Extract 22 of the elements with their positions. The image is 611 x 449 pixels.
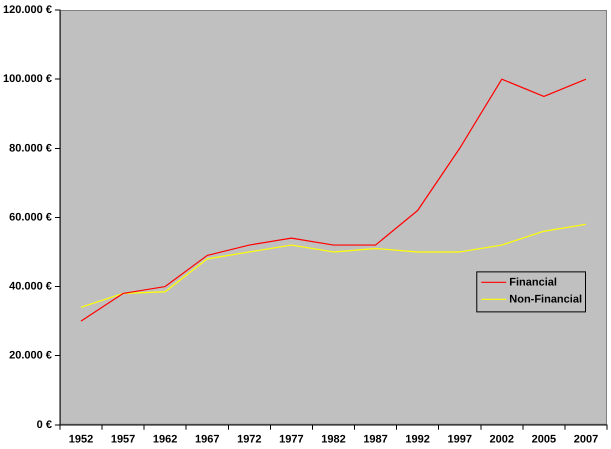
y-tick-label: 60.000 € bbox=[9, 211, 52, 224]
x-tick-label: 2007 bbox=[574, 433, 598, 446]
x-tick-label: 1972 bbox=[237, 433, 262, 446]
y-tick-label: 120.000 € bbox=[3, 4, 52, 16]
x-tick-label: 1992 bbox=[405, 433, 430, 446]
x-tick-label: 1987 bbox=[363, 433, 388, 446]
y-tick-label: 0 € bbox=[36, 418, 52, 431]
legend-label: Non-Financial bbox=[509, 293, 582, 306]
x-tick-label: 1982 bbox=[321, 433, 346, 446]
y-tick-label: 100.000 € bbox=[3, 73, 52, 86]
y-tick-label: 20.000 € bbox=[9, 350, 52, 362]
x-tick-label: 1957 bbox=[110, 433, 136, 446]
x-tick-label: 1952 bbox=[68, 433, 94, 446]
x-tick-label: 2002 bbox=[490, 433, 514, 446]
x-tick-label: 1977 bbox=[279, 433, 304, 446]
x-tick-label: 1967 bbox=[194, 433, 220, 446]
x-tick-label: 2005 bbox=[532, 433, 556, 446]
y-tick-label: 40.000 € bbox=[9, 280, 52, 293]
legend-label: Financial bbox=[509, 276, 557, 288]
y-tick-label: 80.000 € bbox=[9, 142, 52, 154]
x-tick-label: 1962 bbox=[152, 433, 178, 446]
x-tick-label: 1997 bbox=[447, 433, 472, 446]
